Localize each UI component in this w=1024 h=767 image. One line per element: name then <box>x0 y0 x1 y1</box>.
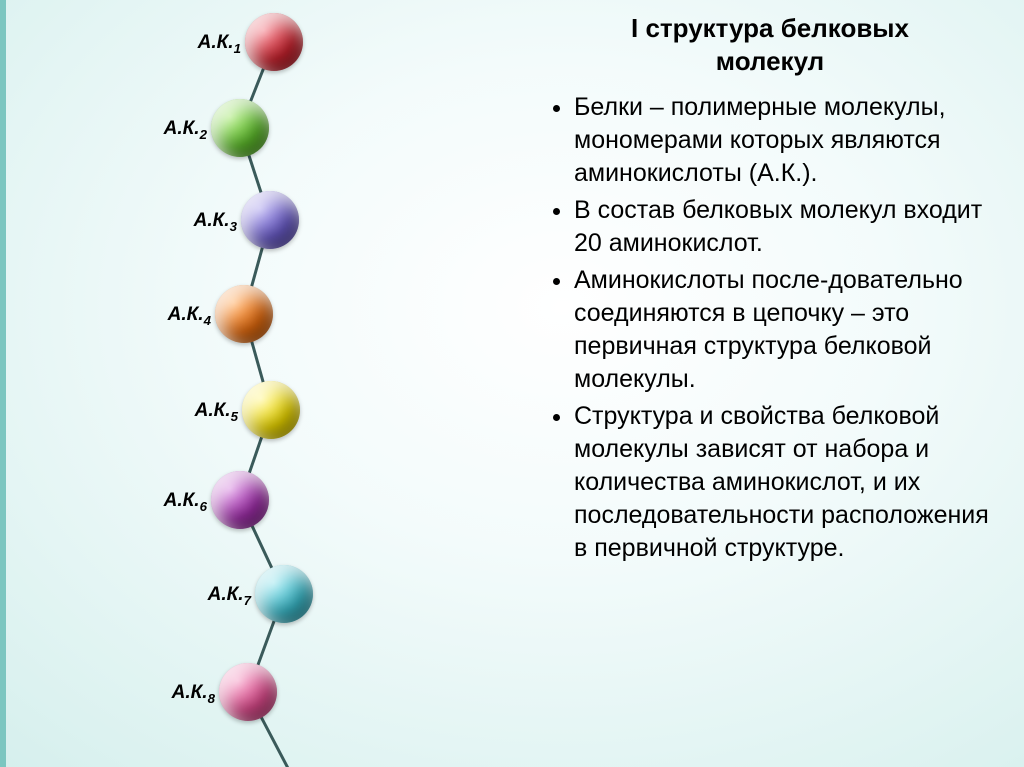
amino-acid-ball <box>241 191 299 249</box>
amino-acid-label: А.К.2 <box>157 118 207 142</box>
bullet-item: Структура и свойства белковой молекулы з… <box>574 400 1000 565</box>
amino-acid-ball <box>215 285 273 343</box>
bullet-list: Белки – полимерные молекулы, мономерами … <box>540 91 1000 565</box>
amino-acid-label: А.К.4 <box>161 304 211 328</box>
slide-title: I структура белковыхмолекул <box>540 12 1000 77</box>
amino-acid-label: А.К.1 <box>191 32 241 56</box>
amino-acid-label: А.К.8 <box>165 682 215 706</box>
amino-acid-label: А.К.5 <box>188 400 238 424</box>
amino-acid-ball <box>242 381 300 439</box>
bullet-item: Аминокислоты после-довательно соединяютс… <box>574 264 1000 396</box>
text-column: I структура белковыхмолекул Белки – поли… <box>540 12 1000 569</box>
amino-acid-ball <box>211 471 269 529</box>
amino-acid-label: А.К.3 <box>187 210 237 234</box>
bullet-item: Белки – полимерные молекулы, мономерами … <box>574 91 1000 190</box>
amino-acid-ball <box>255 565 313 623</box>
amino-acid-chain-diagram: А.К.1 А.К.2 А.К.3 А.К.4 А.К.5 А.К.6 А.К.7 А.К.8 <box>0 0 500 767</box>
amino-acid-label: А.К.7 <box>201 584 251 608</box>
amino-acid-label: А.К.6 <box>157 490 207 514</box>
amino-acid-ball <box>219 663 277 721</box>
amino-acid-ball <box>245 13 303 71</box>
amino-acid-ball <box>211 99 269 157</box>
bullet-item: В состав белковых молекул входит 20 амин… <box>574 194 1000 260</box>
